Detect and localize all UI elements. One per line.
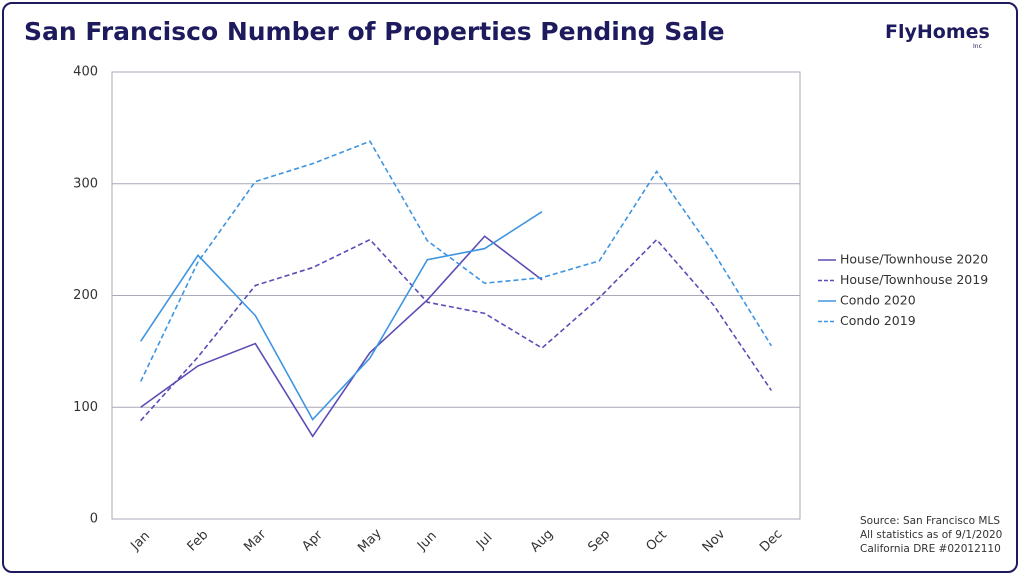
x-tick-label: Oct [643, 528, 670, 555]
series-line [140, 235, 543, 438]
x-tick-label: Sep [585, 527, 613, 555]
brand: FlyHomes [885, 21, 990, 43]
series-line [140, 238, 772, 422]
x-tick-label: Jan [128, 529, 153, 554]
note: Source: San Francisco MLS [860, 515, 1000, 527]
x-tick-label: May [355, 526, 385, 556]
plot-border [111, 71, 801, 520]
x-tick-label: Nov [700, 527, 729, 556]
brand-suffix: Inc [973, 43, 982, 50]
x-tick-label: Jul [473, 530, 495, 552]
y-tick-label: 300 [73, 176, 98, 191]
note: California DRE #02012110 [860, 543, 1001, 555]
legend-label: House/Townhouse 2019 [840, 272, 988, 287]
legend-label: Condo 2020 [840, 293, 916, 308]
x-tick-label: Dec [757, 527, 785, 555]
y-tick-label: 0 [90, 512, 98, 527]
x-tick-label: Jun [414, 529, 440, 555]
y-tick-label: 200 [73, 288, 98, 303]
note: All statistics as of 9/1/2020 [860, 529, 1002, 541]
y-tick-label: 100 [73, 400, 98, 415]
x-tick-label: Aug [528, 527, 557, 556]
x-tick-label: Feb [185, 528, 212, 555]
series-line [139, 140, 773, 382]
x-tick-label: Apr [299, 527, 326, 554]
chart-title: San Francisco Number of Properties Pendi… [24, 17, 725, 46]
x-tick-label: Mar [241, 527, 269, 555]
y-tick-label: 400 [73, 65, 98, 80]
frame [2, 2, 1018, 573]
legend-label: Condo 2019 [840, 313, 916, 328]
legend-label: House/Townhouse 2020 [840, 252, 988, 267]
series-line [140, 211, 543, 421]
